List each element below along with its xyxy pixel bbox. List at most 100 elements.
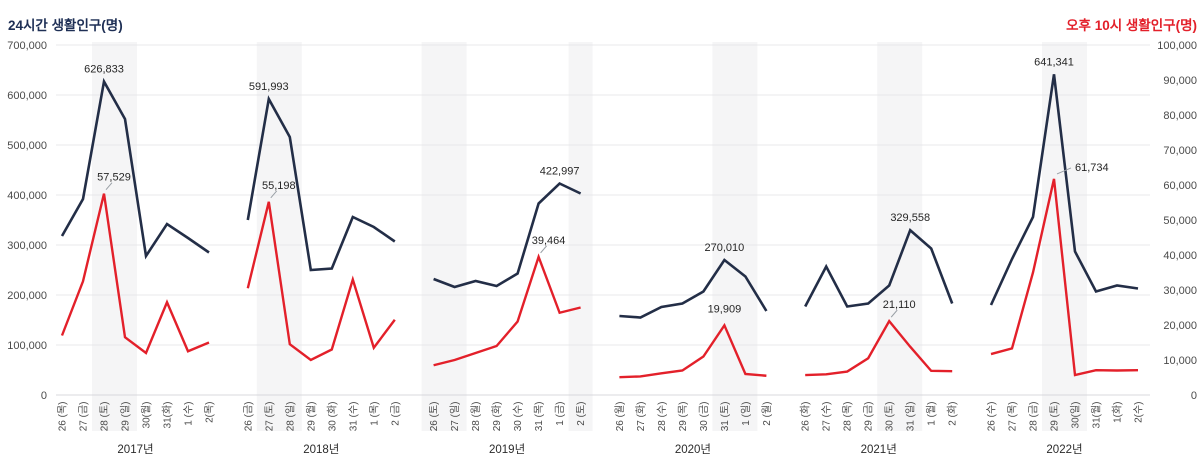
x-tick-label: 30 (금) xyxy=(698,402,710,432)
right-axis-title: 오후 10시 생활인구(명) xyxy=(1066,18,1197,33)
x-tick-label: 26 (목) xyxy=(57,402,69,432)
right-axis-tick-label: 30,000 xyxy=(1163,285,1197,297)
peak-annotation: 55,198 xyxy=(262,180,296,192)
left-axis-tick-label: 500,000 xyxy=(7,140,47,152)
x-tick-label: 2 (화) xyxy=(947,402,959,426)
x-tick-label: 29 (일) xyxy=(120,402,132,432)
left-axis-tick-label: 700,000 xyxy=(7,40,47,52)
left-axis-tick-label: 200,000 xyxy=(7,290,47,302)
x-tick-label: 31 (수) xyxy=(347,402,359,432)
x-tick-label: 2 (금) xyxy=(389,402,401,426)
annotation-leader xyxy=(890,309,898,318)
x-tick-label: 1 (목) xyxy=(368,402,380,426)
x-tick-label: 30 (화) xyxy=(326,402,338,432)
annotation-leader xyxy=(105,182,113,190)
x-tick-label: 31(월) xyxy=(1091,402,1103,429)
year-label: 2018년 xyxy=(303,443,339,456)
series-line-22h xyxy=(619,322,767,379)
peak-annotation: 329,558 xyxy=(890,212,930,224)
peak-annotation: 641,341 xyxy=(1034,56,1074,68)
x-tick-label: 2(목) xyxy=(204,402,216,423)
x-tick-label: 26 (수) xyxy=(986,402,998,432)
x-tick-label: 2 (토) xyxy=(576,402,587,426)
year-label: 2019년 xyxy=(489,443,525,456)
weekend-band xyxy=(568,42,593,431)
year-label: 2022년 xyxy=(1046,443,1082,456)
right-axis-tick-label: 70,000 xyxy=(1163,145,1197,157)
right-axis-tick-label: 50,000 xyxy=(1163,215,1197,227)
series-line-24h xyxy=(60,77,210,260)
x-tick-label: 29 (토) xyxy=(1050,402,1061,432)
left-axis-tick-label: 100,000 xyxy=(7,340,47,352)
peak-annotation: 61,734 xyxy=(1075,162,1109,174)
x-tick-label: 29 (화) xyxy=(491,401,503,431)
series-line-24h xyxy=(246,95,396,272)
right-axis-tick-label: 100,000 xyxy=(1157,40,1197,52)
right-axis-tick-label: 40,000 xyxy=(1163,250,1197,262)
x-tick-label: 28 (금) xyxy=(1028,402,1040,432)
peak-annotation: 19,909 xyxy=(708,303,742,315)
x-tick-label: 28 (수) xyxy=(656,402,668,432)
x-tick-label: 26 (화) xyxy=(800,402,812,432)
x-tick-label: 1(화) xyxy=(1112,402,1124,423)
x-tick-label: 29 (금) xyxy=(863,402,875,432)
weekend-band xyxy=(256,42,302,431)
peak-annotation: 626,833 xyxy=(84,64,124,76)
right-axis-tick-label: 20,000 xyxy=(1163,320,1197,332)
peak-annotation: 270,010 xyxy=(705,242,745,254)
x-tick-label: 31 (토) xyxy=(720,402,731,432)
x-tick-label: 27 (수) xyxy=(821,402,833,432)
x-tick-label: 28 (목) xyxy=(842,402,854,432)
annotation-leader xyxy=(540,245,547,254)
right-axis-tick-label: 80,000 xyxy=(1163,110,1197,122)
series-line-24h xyxy=(804,228,954,308)
series-line-22h xyxy=(805,319,953,377)
x-tick-label: 26 (토) xyxy=(429,402,440,432)
peak-annotation: 591,993 xyxy=(249,81,289,93)
x-tick-label: 31(화) xyxy=(162,402,174,429)
left-axis-title: 24시간 생활인구(명) xyxy=(8,18,123,33)
left-axis-tick-label: 300,000 xyxy=(7,240,47,252)
x-tick-label: 26 (금) xyxy=(242,402,254,432)
year-label: 2021년 xyxy=(861,443,897,456)
series-line-24h xyxy=(989,74,1139,306)
left-axis-tick-label: 400,000 xyxy=(7,190,47,202)
left-axis-tick-label: 0 xyxy=(41,390,47,402)
peak-annotation: 422,997 xyxy=(540,166,580,178)
x-tick-label: 28 (일) xyxy=(284,402,296,432)
x-tick-label: 27 (목) xyxy=(1007,402,1019,432)
series-line-22h xyxy=(433,253,581,367)
x-tick-label: 31 (목) xyxy=(533,402,545,432)
x-tick-label: 29 (목) xyxy=(677,402,689,432)
weekend-band xyxy=(877,42,923,431)
right-axis-tick-label: 60,000 xyxy=(1163,180,1197,192)
series-line-22h xyxy=(246,201,396,362)
x-tick-label: 1 (일) xyxy=(740,402,752,426)
x-tick-label: 28 (토) xyxy=(100,402,111,432)
right-axis-tick-label: 90,000 xyxy=(1163,75,1197,87)
x-tick-label: 28 (월) xyxy=(470,402,482,432)
x-tick-label: 29 (월) xyxy=(305,402,317,432)
x-tick-label: 1 (월) xyxy=(926,402,938,426)
right-axis-tick-label: 10,000 xyxy=(1163,355,1197,367)
x-tick-label: 26 (월) xyxy=(614,402,626,432)
x-tick-label: 27 (화) xyxy=(635,402,647,432)
x-tick-label: 27 (일) xyxy=(449,402,461,432)
peak-annotation: 21,110 xyxy=(883,299,916,311)
right-axis-tick-label: 0 xyxy=(1191,390,1197,402)
peak-annotation: 57,529 xyxy=(97,172,131,184)
year-label: 2017년 xyxy=(117,443,153,456)
left-axis-tick-label: 600,000 xyxy=(7,90,47,102)
year-label: 2020년 xyxy=(675,443,711,456)
x-tick-label: 27 (토) xyxy=(264,402,275,432)
x-tick-label: 31 (일) xyxy=(905,402,917,432)
x-tick-label: 2(수) xyxy=(1133,402,1145,423)
annotation-leader xyxy=(1056,167,1072,175)
series-line-24h xyxy=(433,181,582,289)
series-line-22h xyxy=(60,193,210,355)
x-tick-label: 2 (월) xyxy=(761,402,773,426)
peak-annotation: 39,464 xyxy=(532,235,566,247)
x-tick-label: 30(월) xyxy=(141,402,153,429)
